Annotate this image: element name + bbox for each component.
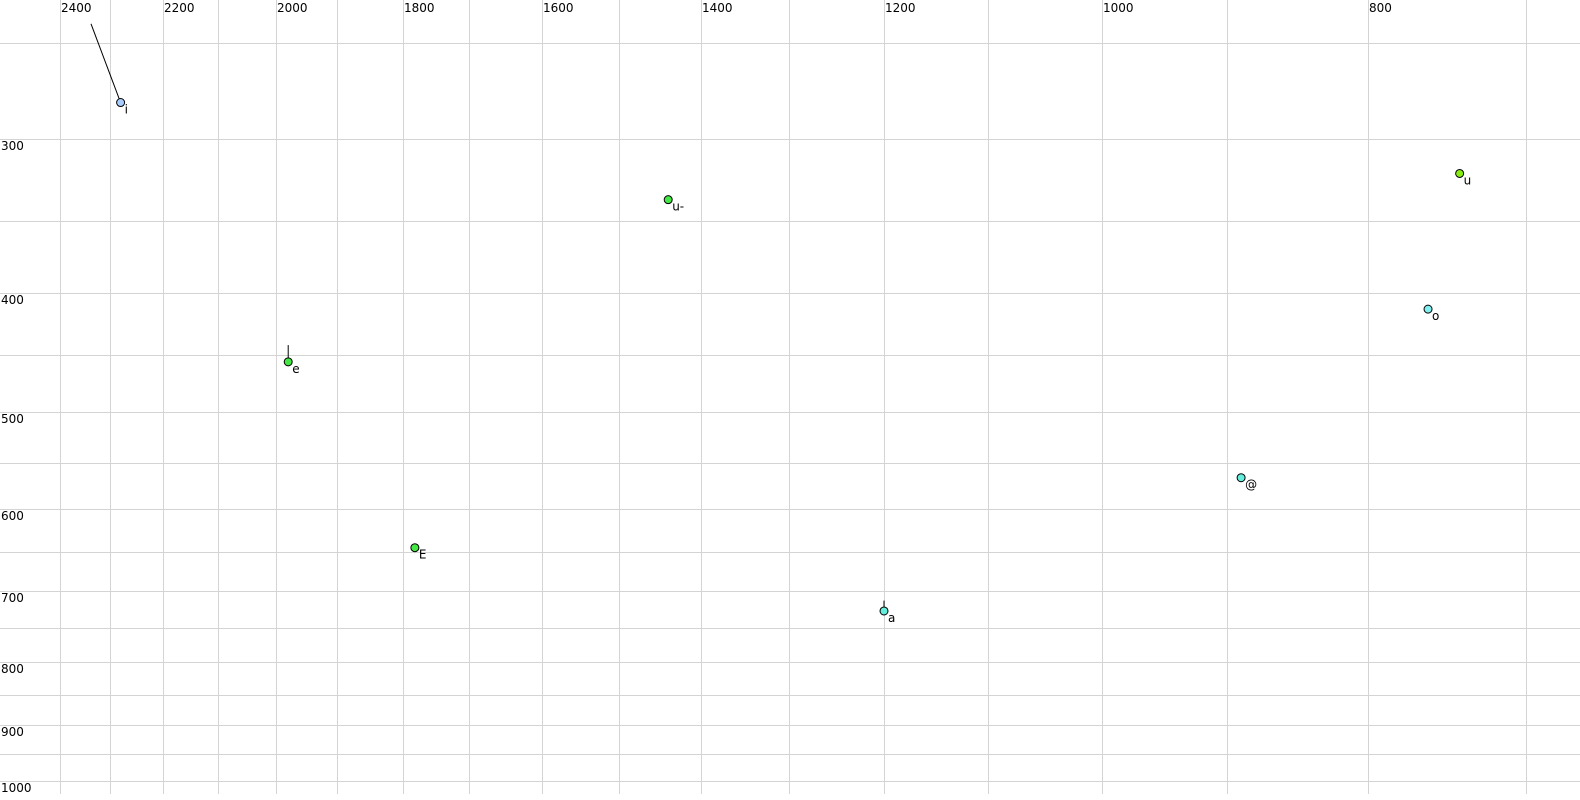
y-tick-label: 700 [1,591,24,605]
vowel-point-3: u- [663,195,684,214]
x-tick-label: 2000 [277,1,308,15]
point-label: E [419,548,427,562]
y-tick-label: 1000 [1,781,32,795]
data-point [879,606,889,616]
x-tick-label: 1200 [885,1,916,15]
x-tick-label: 1000 [1103,1,1134,15]
point-label: o [1432,309,1439,323]
point-label: e [292,362,299,376]
data-points: i e Eu-a @ o u [90,23,1472,625]
vowel-point-5: @ [1236,473,1257,492]
point-label: a [888,611,895,625]
vowel-point-2: E [410,543,427,562]
y-tick-label: 600 [1,509,24,523]
data-point [663,195,673,205]
point-label: u- [672,200,684,214]
data-point [1455,168,1465,178]
vowel-point-4: a [879,600,895,625]
y-tick-label: 900 [1,725,24,739]
vowel-point-7: u [1455,168,1472,187]
x-tick-label: 1800 [404,1,435,15]
vowel-point-1: e [283,345,300,376]
vowel-point-6: o [1423,304,1439,323]
y-tick-label: 400 [1,293,24,307]
x-tick-label: 1400 [702,1,733,15]
y-tick-label: 800 [1,662,24,676]
y-tick-label: 500 [1,412,24,426]
data-point [1236,473,1246,483]
point-label: i [125,103,128,117]
tick-labels: 2400 2200 2000 1800 1600 1400 1200 1000 800 300 40… [1,1,1392,795]
vowel-point-0: i [90,23,128,117]
formant-trajectory [90,23,122,103]
x-tick-label: 800 [1369,1,1392,15]
x-tick-label: 2200 [164,1,195,15]
data-point [410,543,420,553]
data-point [1423,304,1433,314]
y-tick-label: 300 [1,139,24,153]
x-tick-label: 1600 [543,1,574,15]
data-point [283,357,293,367]
data-point [116,98,126,108]
x-tick-label: 2400 [61,1,92,15]
point-label: @ [1245,478,1257,492]
point-label: u [1464,173,1472,187]
